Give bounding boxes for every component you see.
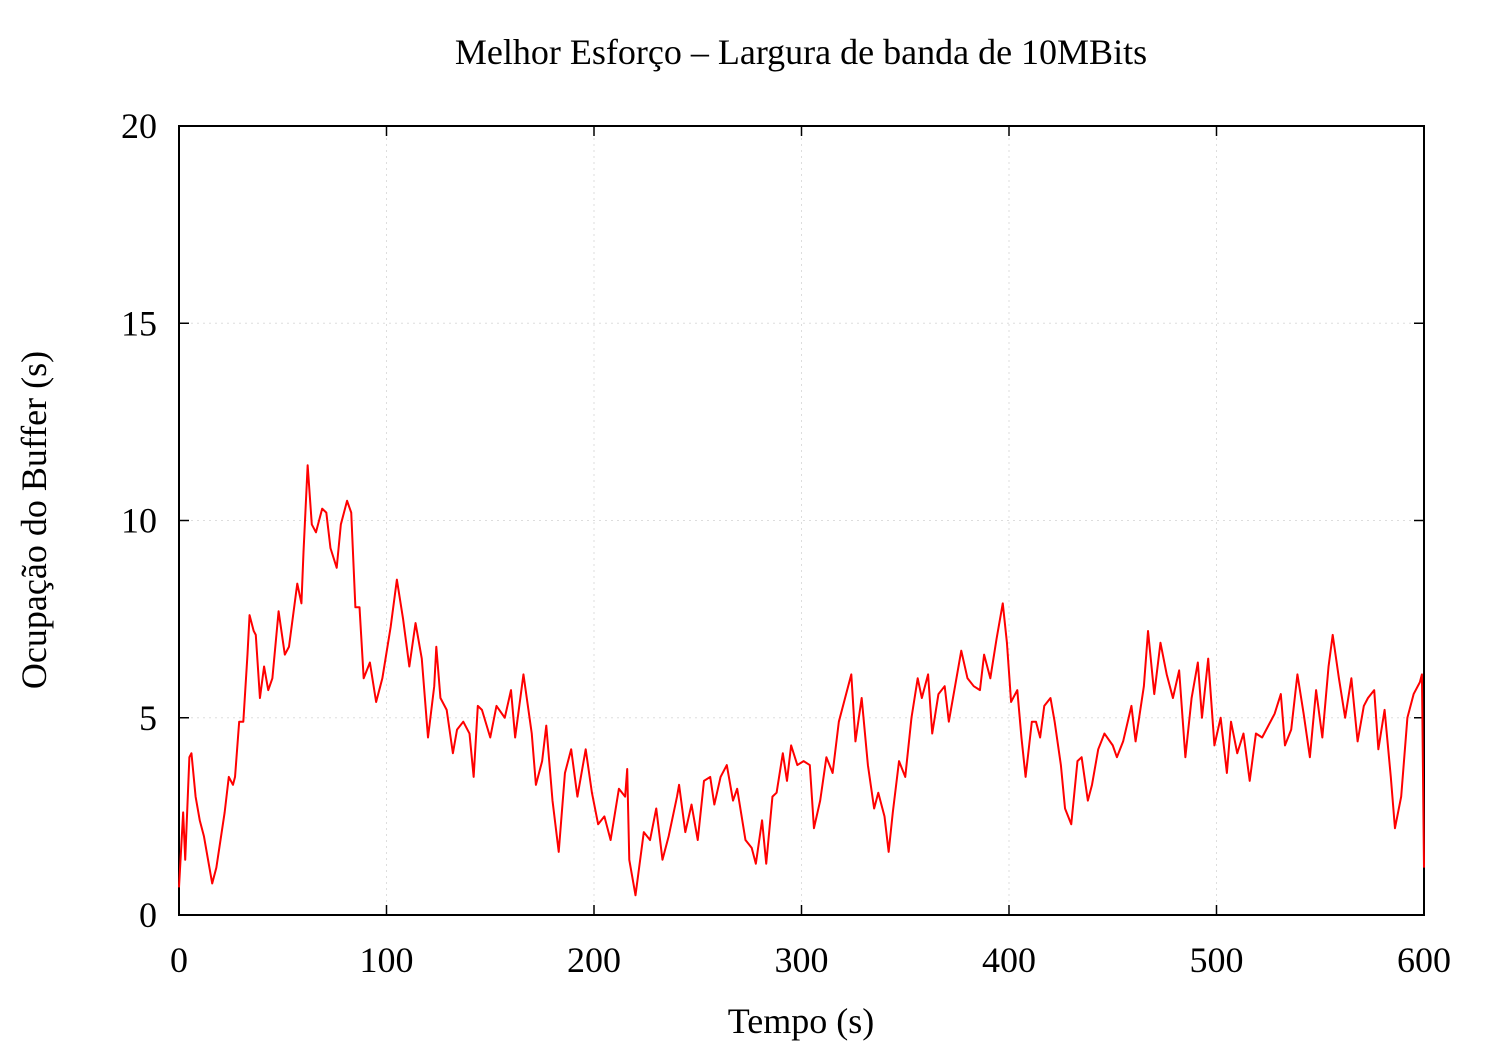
x-tick-label: 500 (1190, 940, 1244, 980)
data-line (178, 464, 1425, 897)
x-tick-label: 200 (567, 940, 621, 980)
chart-title: Melhor Esforço – Largura de banda de 10M… (455, 32, 1147, 72)
y-tick-label: 20 (121, 106, 157, 146)
y-tick-label: 5 (139, 698, 157, 738)
x-tick-label: 300 (775, 940, 829, 980)
y-axis-label: Ocupação do Buffer (s) (14, 351, 54, 689)
x-tick-label: 0 (170, 940, 188, 980)
y-tick-label: 0 (139, 895, 157, 935)
x-tick-label: 600 (1397, 940, 1451, 980)
plot-frame (178, 125, 1425, 916)
y-tick-label: 15 (121, 303, 157, 343)
x-axis-label: Tempo (s) (728, 1001, 874, 1041)
x-tick-label: 400 (982, 940, 1036, 980)
y-tick-label: 10 (121, 501, 157, 541)
x-tick-label: 100 (360, 940, 414, 980)
